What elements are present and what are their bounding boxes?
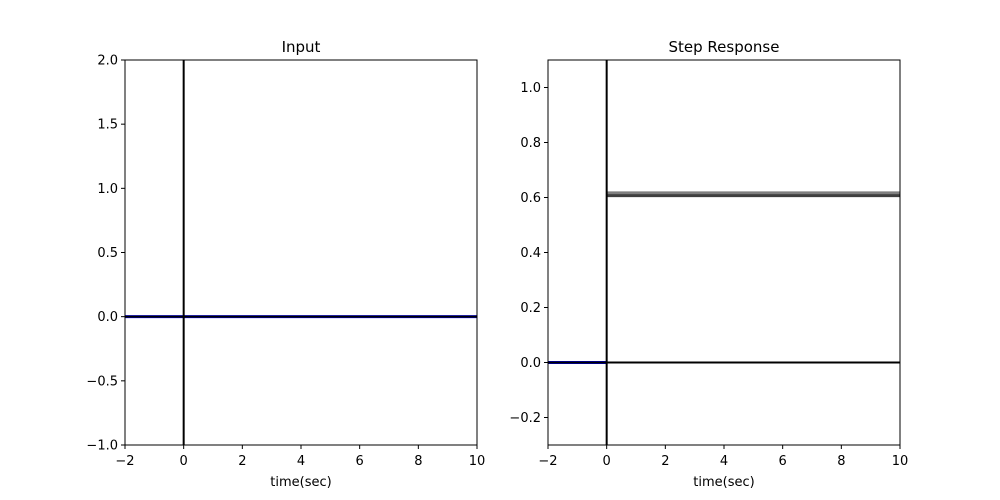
x-tick-label: 2 bbox=[661, 454, 669, 469]
y-tick-label: 0.0 bbox=[520, 356, 541, 371]
x-tick-label: −2 bbox=[538, 454, 557, 469]
plot-area: −2 0 2 4 6 8 10 −0.2 0.0 0.2 0.4 0.6 0.8 1.0 bbox=[509, 59, 909, 469]
x-tick-label: 2 bbox=[238, 454, 246, 469]
step-response-plot: Step Response −2 0 2 4 6 8 10 −0.2 0.0 0.2 0.4 0.6 0… bbox=[509, 38, 908, 490]
chart-title: Step Response bbox=[669, 38, 780, 56]
y-tick-label: 0.6 bbox=[520, 191, 541, 206]
input-plot: Input −2 0 2 4 6 8 10 −1.0 −0.5 0.0 0.5 1.0 1.5 2.0 t… bbox=[86, 38, 485, 490]
y-tick-label: 1.0 bbox=[520, 81, 541, 96]
x-tick-label: 8 bbox=[837, 454, 845, 469]
x-tick-label: 10 bbox=[469, 454, 486, 469]
x-axis-label: time(sec) bbox=[693, 475, 754, 490]
x-tick-label: 0 bbox=[180, 454, 188, 469]
y-tick-label: 1.5 bbox=[97, 118, 118, 133]
x-tick-label: 10 bbox=[892, 454, 909, 469]
y-tick-label: −0.5 bbox=[86, 374, 118, 389]
y-tick-label: 1.0 bbox=[97, 182, 118, 197]
x-tick-label: 4 bbox=[720, 454, 728, 469]
y-tick-label: 0.2 bbox=[520, 301, 541, 316]
chart-title: Input bbox=[282, 38, 321, 56]
y-tick-label: 2.0 bbox=[97, 54, 118, 69]
y-tick-label: 0.8 bbox=[520, 136, 541, 151]
plot-area: −2 0 2 4 6 8 10 −1.0 −0.5 0.0 0.5 1.0 1.5 2.0 bbox=[86, 54, 485, 470]
y-tick-label: 0.5 bbox=[97, 246, 118, 261]
x-tick-label: 6 bbox=[356, 454, 364, 469]
x-tick-label: 6 bbox=[779, 454, 787, 469]
y-tick-label: 0.4 bbox=[520, 246, 541, 261]
x-tick-label: 4 bbox=[297, 454, 305, 469]
x-tick-label: 8 bbox=[414, 454, 422, 469]
y-tick-label: 0.0 bbox=[97, 310, 118, 325]
x-axis-label: time(sec) bbox=[270, 475, 331, 490]
x-tick-label: 0 bbox=[603, 454, 611, 469]
y-tick-label: −1.0 bbox=[86, 439, 118, 454]
y-tick-label: −0.2 bbox=[509, 411, 541, 426]
x-tick-label: −2 bbox=[115, 454, 134, 469]
